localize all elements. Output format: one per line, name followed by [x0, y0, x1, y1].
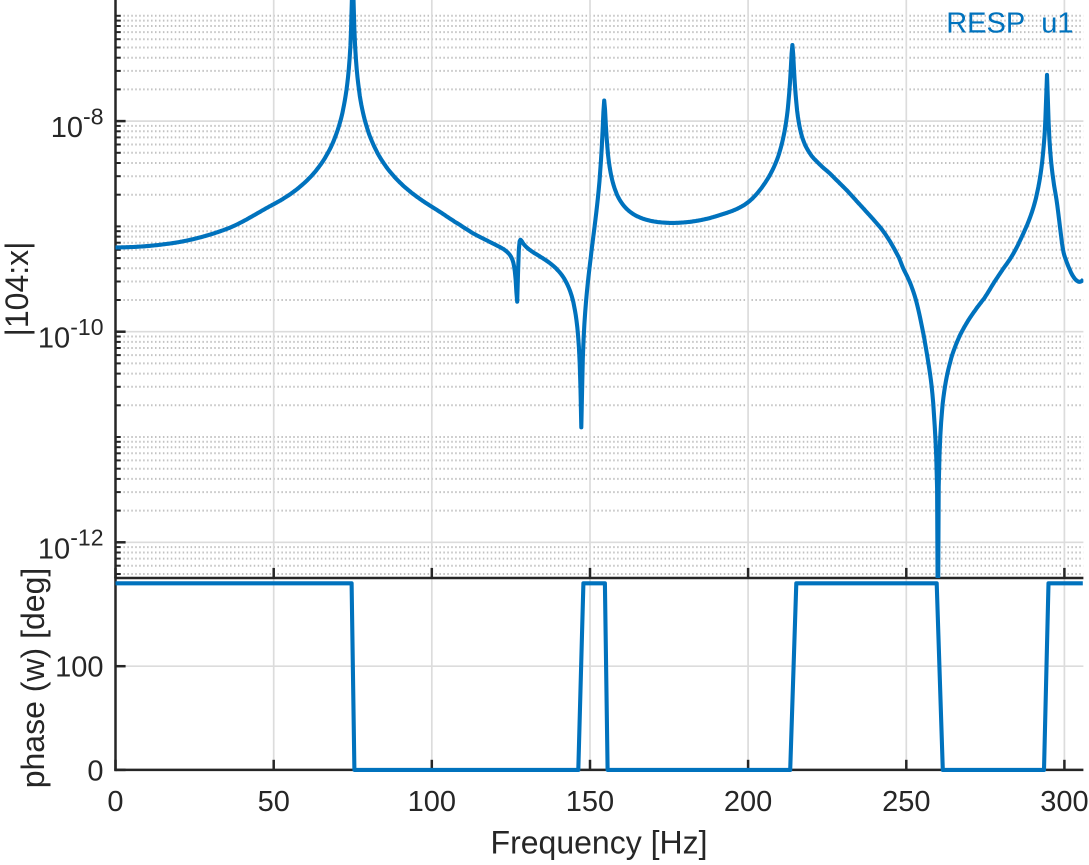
svg-text:150: 150 — [566, 786, 614, 818]
svg-text:-12: -12 — [70, 525, 103, 551]
svg-text:200: 200 — [724, 786, 772, 818]
svg-text:10: 10 — [51, 112, 83, 144]
svg-text:10: 10 — [38, 533, 70, 565]
svg-text:-10: -10 — [70, 314, 103, 340]
svg-text:RESP u1: RESP u1 — [946, 7, 1073, 39]
svg-text:|104:x|: |104:x| — [0, 242, 35, 337]
svg-text:-8: -8 — [83, 103, 103, 129]
svg-text:100: 100 — [408, 786, 456, 818]
svg-text:phase (w) [deg]: phase (w) [deg] — [15, 568, 51, 789]
svg-text:0: 0 — [87, 755, 103, 787]
svg-text:50: 50 — [258, 786, 290, 818]
svg-text:0: 0 — [107, 786, 123, 818]
svg-text:Frequency [Hz]: Frequency [Hz] — [491, 825, 708, 861]
svg-text:100: 100 — [55, 652, 103, 684]
svg-text:300: 300 — [1040, 786, 1088, 818]
svg-text:10: 10 — [38, 323, 70, 355]
svg-text:250: 250 — [882, 786, 930, 818]
